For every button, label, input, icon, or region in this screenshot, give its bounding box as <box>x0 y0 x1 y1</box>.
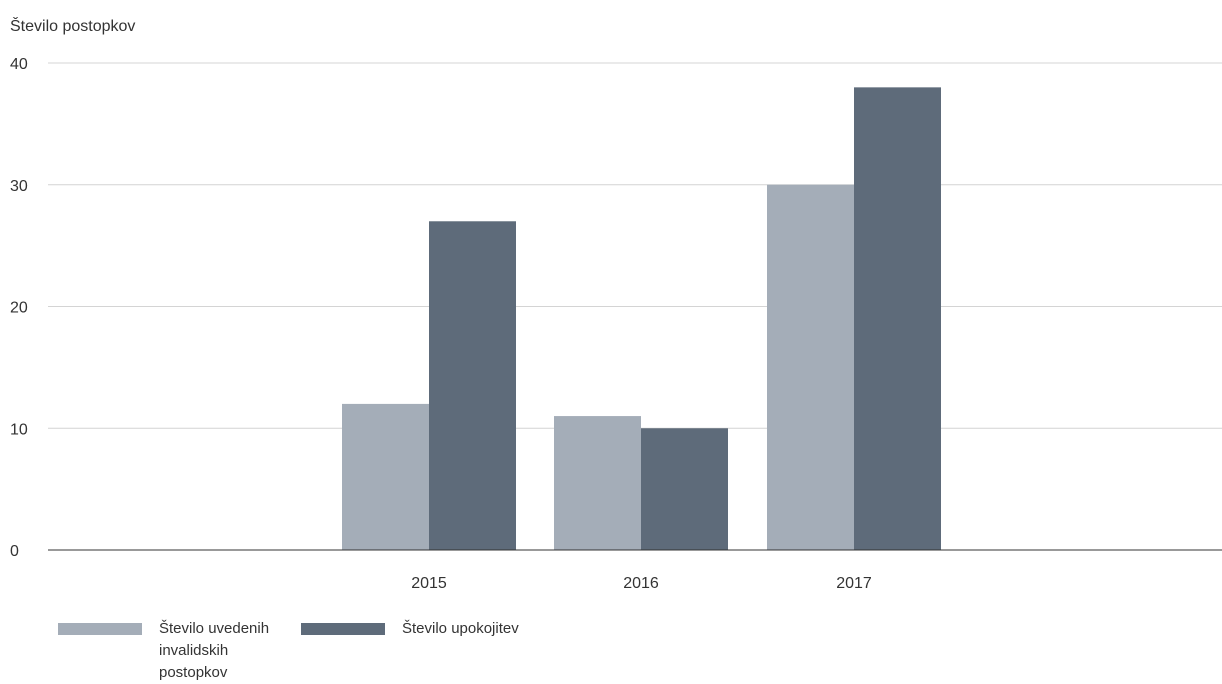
bar-2017-series-2 <box>854 87 941 550</box>
x-tick-labels: 2015 2016 2017 <box>411 575 872 592</box>
bar-2015-series-2 <box>429 221 516 550</box>
x-tick-label: 2015 <box>411 575 447 592</box>
legend-swatch <box>58 623 142 635</box>
bar-2016-series-1 <box>554 416 641 550</box>
y-tick-label: 20 <box>10 300 28 317</box>
x-tick-label: 2016 <box>623 575 659 592</box>
bar-2015-series-1 <box>342 403 429 550</box>
legend-swatch <box>301 623 385 635</box>
bars <box>342 87 941 550</box>
x-tick-label: 2017 <box>836 575 872 592</box>
gridlines <box>48 62 1222 429</box>
y-tick-label: 30 <box>10 178 28 195</box>
legend-label: Število upokojitev <box>402 620 519 637</box>
legend-item-upokojitve: Število upokojitev <box>301 618 519 640</box>
y-tick-label: 40 <box>10 56 28 73</box>
legend-label: Število uvedenih invalidskih postopkov <box>159 620 270 681</box>
y-tick-label: 10 <box>10 421 28 438</box>
y-axis-label: Število postopkov <box>10 16 135 35</box>
y-tick-label: 0 <box>10 543 19 560</box>
legend: Število uvedenih invalidskih postopkov Š… <box>58 618 519 684</box>
bar-2016-series-2 <box>641 428 728 550</box>
bar-chart: Število postopkov 0 10 20 30 40 2015 2016 2017 <box>10 16 1222 592</box>
bar-2017-series-1 <box>767 184 854 550</box>
legend-item-invalidski-postopki: Število uvedenih invalidskih postopkov <box>58 618 289 684</box>
y-tick-labels: 0 10 20 30 40 <box>10 56 28 560</box>
